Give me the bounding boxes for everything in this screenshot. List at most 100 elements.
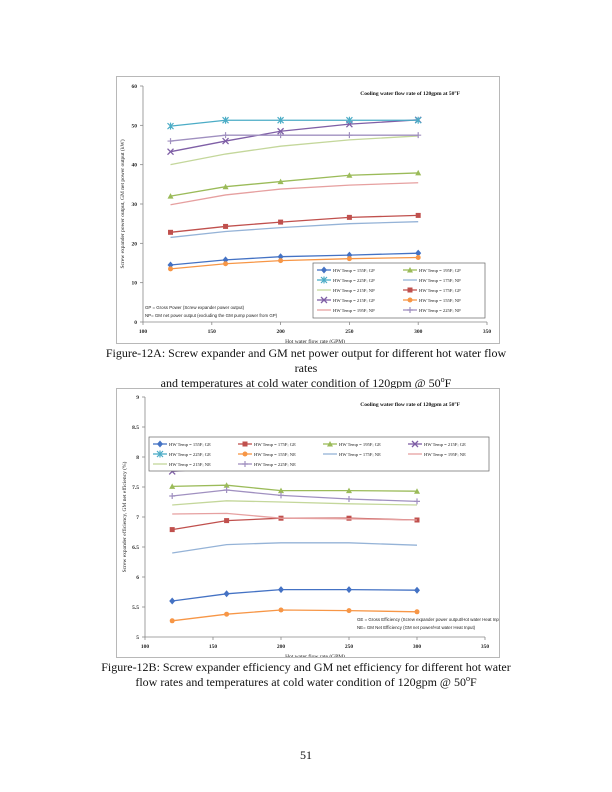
- data-point: [167, 138, 174, 145]
- series-line: [172, 512, 418, 521]
- series-line: [170, 214, 419, 233]
- data-point: [415, 254, 421, 260]
- data-point: [169, 483, 176, 489]
- legend-item: HW Temp = 175F; NP: [403, 278, 461, 283]
- legend-label: HW Temp = 215F; NP: [333, 288, 375, 293]
- data-point: [168, 266, 174, 272]
- legend: HW Temp = 155F; GP HW Temp = 175F; GP HW T…: [312, 262, 486, 319]
- series-hw-temp-175f-ne: [172, 542, 418, 554]
- legend-label: HW Temp = 175F; NE: [339, 452, 381, 457]
- data-point: [346, 608, 352, 614]
- data-point: [169, 618, 175, 624]
- legend-label: HW Temp = 175F; GE: [254, 442, 296, 447]
- x-tick-label: 100: [139, 329, 148, 335]
- legend-item: HW Temp = 215F; NE: [153, 462, 211, 467]
- legend-swatch-marker: [242, 441, 248, 447]
- series-hw-temp-195f-ne: [172, 512, 418, 521]
- data-point: [278, 219, 284, 225]
- data-point: [167, 122, 174, 130]
- y-tick-label: 0: [134, 320, 137, 326]
- data-point: [277, 127, 285, 135]
- figure-12a-caption-line2: and temperatures at cold water condition…: [160, 376, 441, 390]
- data-point: [223, 482, 230, 488]
- data-point: [167, 148, 174, 156]
- data-point: [169, 527, 175, 533]
- chart-note: GP = Gross Power (Screw expander power o…: [145, 305, 245, 310]
- series-hw-temp-155f-ne: [169, 607, 420, 624]
- series-line: [170, 119, 419, 127]
- legend-item: HW Temp = 175F; GE: [238, 441, 296, 447]
- legend-swatch-marker: [407, 267, 413, 273]
- x-tick-label: 200: [276, 329, 285, 335]
- legend-swatch-marker: [327, 441, 333, 447]
- data-point: [223, 487, 230, 493]
- legend-swatch-marker: [407, 297, 413, 303]
- x-tick-label: 300: [413, 644, 422, 650]
- x-tick-label: 350: [483, 329, 492, 335]
- series-line: [172, 484, 418, 492]
- data-point: [224, 518, 230, 524]
- legend-label: HW Temp = 195F; GP: [419, 268, 461, 273]
- y-tick-label: 6: [136, 575, 139, 581]
- legend-item: HW Temp = 215F; GE: [408, 440, 466, 448]
- data-point: [222, 132, 229, 139]
- series-hw-temp-155f-np: [168, 254, 421, 272]
- legend-label: HW Temp = 215F; NE: [169, 462, 211, 467]
- figure-12b-caption: Figure-12B: Screw expander efficiency an…: [100, 660, 512, 690]
- y-tick-label: 40: [132, 163, 138, 169]
- y-tick-label: 7.5: [132, 485, 139, 491]
- y-tick-label: 60: [132, 84, 138, 90]
- y-tick-label: 20: [132, 241, 138, 247]
- legend-item: HW Temp = 195F; NP: [317, 308, 375, 313]
- series-hw-temp-175f-gp: [168, 212, 421, 235]
- data-point: [168, 229, 174, 235]
- series-hw-temp-215f-ne: [172, 500, 418, 506]
- series-hw-temp-225f-ne: [169, 487, 420, 505]
- series-line: [172, 500, 418, 506]
- x-tick-label: 250: [345, 644, 354, 650]
- legend-swatch-marker: [242, 461, 248, 467]
- figure-12b-caption-line1: Figure-12B: Screw expander efficiency an…: [101, 660, 511, 674]
- legend-label: HW Temp = 155F; GP: [333, 268, 375, 273]
- data-point: [169, 597, 176, 605]
- legend-item: HW Temp = 195F; GE: [323, 441, 381, 447]
- figure-12b-chart: 100 150 200 250 300 350 5 5.5 6 6.5 7 7.5 8 8.5 9 Hot w…: [116, 388, 500, 658]
- figure-12b-caption-line2: flow rates and temperatures at cold wate…: [135, 675, 466, 689]
- legend-label: HW Temp = 225F; NP: [419, 308, 461, 313]
- degree-superscript: o: [465, 674, 470, 683]
- data-point: [346, 214, 352, 220]
- legend-swatch-marker: [411, 440, 419, 448]
- legend-label: HW Temp = 155F; NE: [254, 452, 296, 457]
- y-tick-label: 8.5: [132, 425, 139, 431]
- legend-item: HW Temp = 215F; GP: [317, 296, 375, 304]
- chart-note: NE= GM Net Efficiency (GM net power/Hot …: [357, 625, 476, 630]
- legend-label: HW Temp = 175F; GP: [419, 288, 461, 293]
- degree-unit: F: [444, 376, 452, 390]
- legend-item: HW Temp = 175F; NE: [323, 452, 381, 457]
- series-hw-temp-195f-ge: [169, 482, 420, 494]
- data-point: [346, 496, 352, 502]
- legend-swatch-marker: [320, 276, 328, 284]
- legend-item: HW Temp = 155F; NE: [238, 451, 296, 457]
- figure-12a-plot: 100 150 200 250 300 350 0 10 20 30 40 50 60 Hot water…: [119, 84, 492, 343]
- legend-label: HW Temp = 215F; GE: [424, 442, 466, 447]
- series-hw-temp-225f-gp: [167, 116, 422, 130]
- legend-label: HW Temp = 215F; GP: [333, 298, 375, 303]
- legend-label: HW Temp = 155F; NP: [419, 298, 461, 303]
- legend-swatch-marker: [407, 307, 413, 313]
- figure-12a-chart: 100 150 200 250 300 350 0 10 20 30 40 50 60 Hot water…: [116, 76, 500, 344]
- data-point: [278, 586, 284, 594]
- legend-swatch-marker: [321, 266, 327, 274]
- legend-swatch-marker: [320, 296, 328, 304]
- x-tick-label: 100: [141, 644, 150, 650]
- chart-note: NP= GM net power output (excluding the G…: [145, 313, 278, 318]
- series-line: [172, 542, 418, 554]
- data-point: [414, 498, 420, 505]
- legend-label: HW Temp = 225F; GE: [169, 452, 211, 457]
- y-tick-label: 5: [136, 635, 139, 641]
- data-point: [415, 169, 422, 176]
- series-hw-temp-225f-np: [167, 132, 422, 145]
- y-tick-label: 8: [136, 455, 139, 461]
- y-tick-label: 7: [136, 515, 139, 521]
- chart-title: Cooling water flow rate of 120gpm at 50°…: [360, 90, 460, 97]
